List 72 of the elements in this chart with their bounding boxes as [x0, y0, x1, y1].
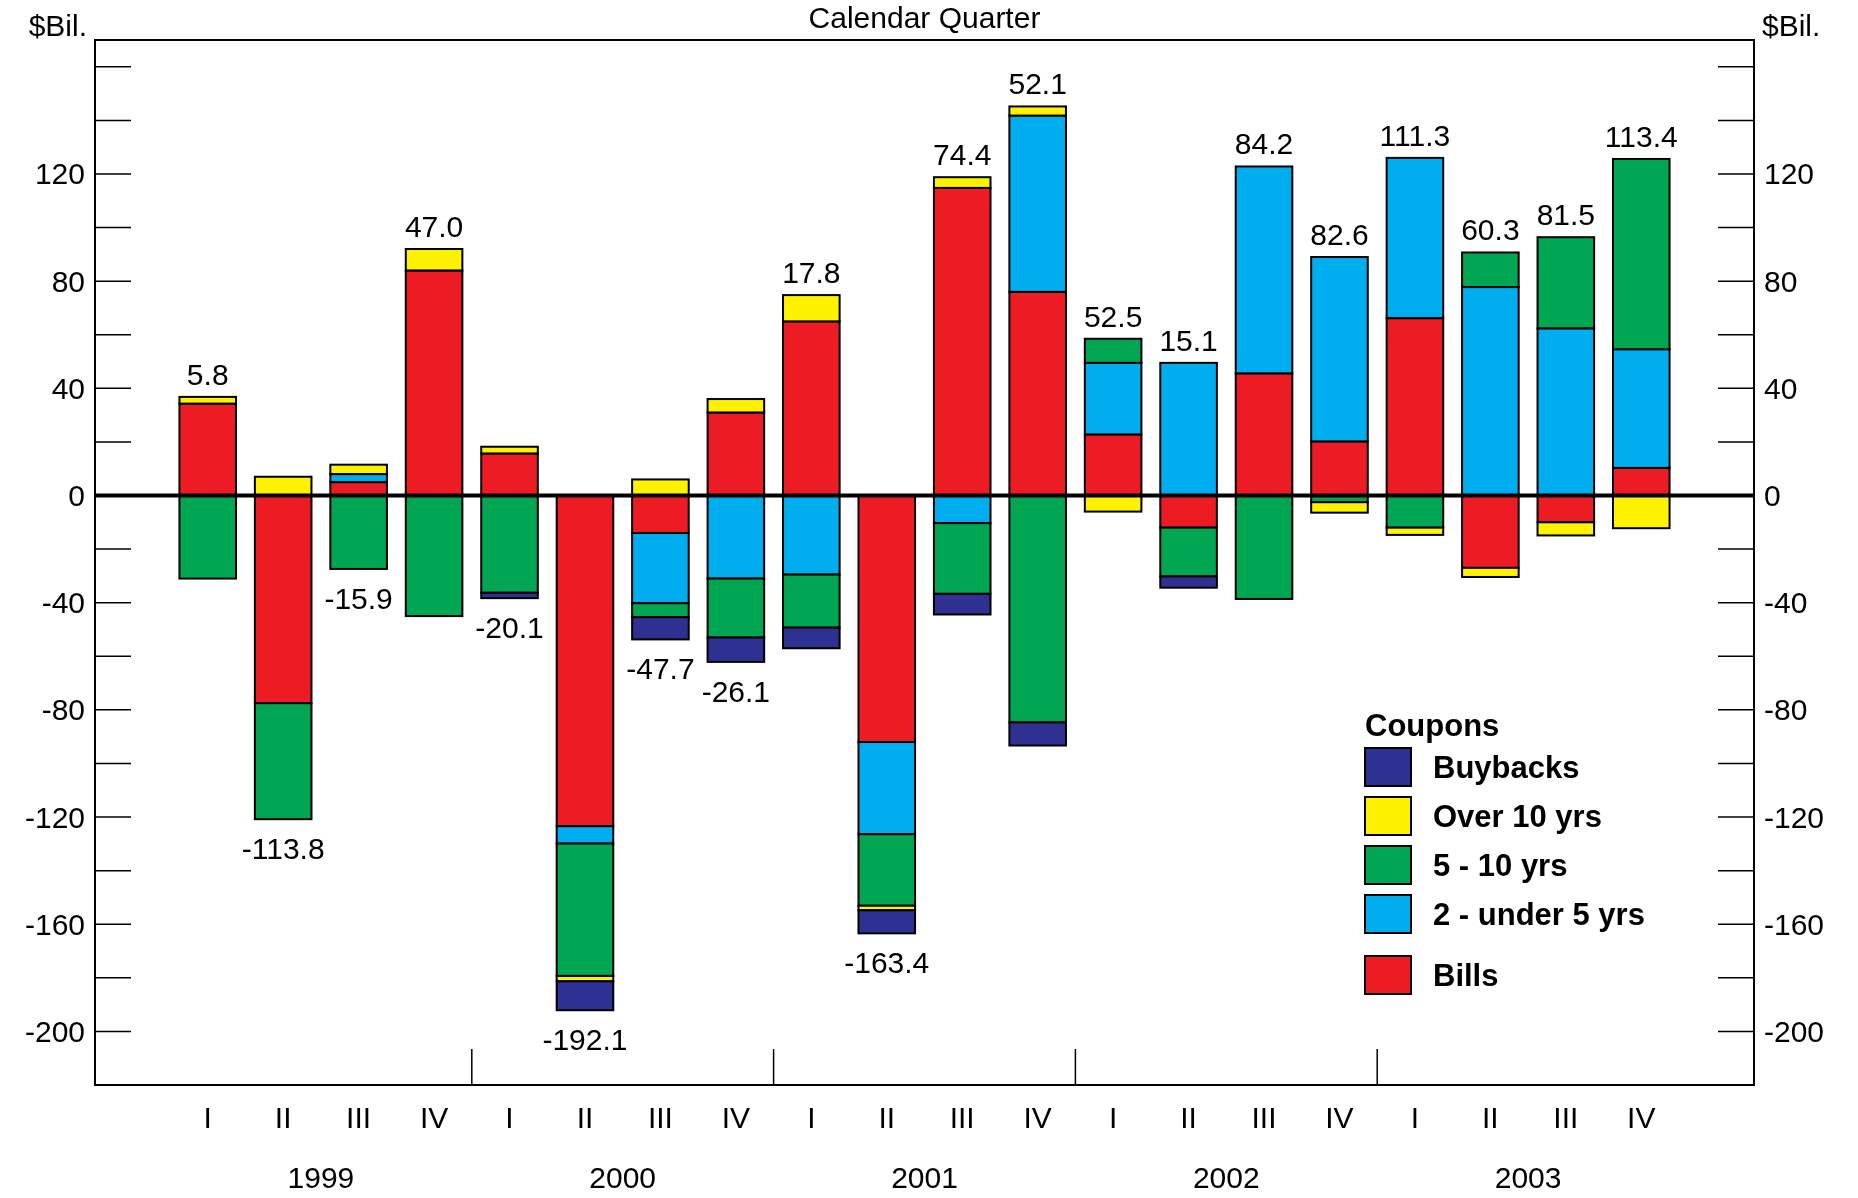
chart-title: Calendar Quarter	[808, 1, 1041, 34]
x-tick-label: IV	[721, 1101, 751, 1134]
legend-label: Buybacks	[1433, 750, 1580, 785]
total-label: 60.3	[1461, 213, 1520, 247]
legend-label: 2 - under 5 yrs	[1433, 897, 1645, 932]
y2-tick-label: 40	[1764, 371, 1798, 405]
text: 2003	[1494, 1161, 1562, 1194]
x-tick-label: I	[505, 1101, 514, 1134]
total-label: 52.1	[1008, 67, 1067, 101]
legend-title: Coupons	[1365, 708, 1500, 743]
total-label: 15.1	[1159, 323, 1218, 357]
y2-tick-label: -200	[1764, 1014, 1825, 1048]
text: 2001	[891, 1161, 958, 1194]
total-label: 82.6	[1310, 218, 1369, 252]
y-tick-label: 0	[68, 479, 85, 513]
y-tick-label: -80	[41, 693, 85, 727]
total-label: -113.8	[241, 832, 325, 866]
y-tick-label: -160	[24, 907, 85, 941]
total-label: -15.9	[324, 581, 393, 615]
legend-label: Over 10 yrs	[1433, 799, 1602, 834]
total-label: -47.7	[626, 652, 695, 686]
text: 2000	[589, 1161, 657, 1194]
total-label: 111.3	[1379, 118, 1451, 152]
x-tick-label: III	[949, 1101, 975, 1134]
total-label: -26.1	[701, 674, 771, 708]
total-label: -192.1	[542, 1023, 628, 1057]
x-tick-label: I	[1108, 1101, 1118, 1134]
x-tick-label: I	[1410, 1101, 1420, 1134]
total-label: 47.0	[404, 210, 464, 243]
y-tick-label: 40	[51, 371, 85, 405]
total-label: -163.4	[844, 946, 930, 980]
x-tick-label: II	[274, 1101, 292, 1134]
x-tick-label: IV	[419, 1101, 449, 1134]
y2-tick-label: 120	[1764, 157, 1815, 191]
total-label: 74.4	[933, 138, 992, 172]
y2-tick-label: -80	[1764, 693, 1808, 727]
total-label: -20.1	[475, 611, 544, 645]
x-tick-label: II	[576, 1101, 594, 1134]
total-label: 5.8	[186, 357, 229, 391]
y-tick-label: -40	[41, 586, 85, 620]
y-tick-label: 80	[51, 264, 85, 298]
x-tick-label: III	[647, 1101, 673, 1134]
x-tick-label: IV	[1325, 1101, 1354, 1134]
y2-tick-label: -120	[1764, 800, 1825, 834]
total-label: 52.5	[1083, 299, 1143, 333]
total-label: 81.5	[1536, 198, 1596, 232]
legend-label: 5 - 10 yrs	[1433, 848, 1568, 883]
y2-tick-label: -40	[1764, 586, 1808, 620]
y2-tick-label: 0	[1764, 479, 1781, 513]
x-tick-label: III	[346, 1101, 372, 1134]
y-tick-label: 120	[34, 157, 85, 191]
x-tick-label: I	[807, 1101, 816, 1134]
x-tick-label: IV	[1627, 1101, 1656, 1134]
total-label: 84.2	[1234, 127, 1294, 161]
legend-label: Bills	[1433, 958, 1499, 993]
x-tick-label: II	[878, 1101, 896, 1134]
y2-tick-label: 80	[1764, 264, 1798, 298]
x-tick-label: II	[1180, 1101, 1197, 1134]
x-tick-label: III	[1251, 1101, 1277, 1134]
x-tick-label: IV	[1023, 1101, 1052, 1134]
x-tick-label: I	[203, 1101, 212, 1134]
y-axis-title: $Bil.	[28, 9, 87, 42]
text: 2002	[1192, 1161, 1260, 1194]
y-tick-label: -200	[24, 1014, 85, 1048]
total-label: 17.8	[782, 256, 841, 290]
y2-axis-title: $Bil.	[1762, 9, 1821, 42]
y2-tick-label: -160	[1764, 907, 1825, 941]
y-tick-label: -120	[24, 800, 85, 834]
x-tick-label: II	[1482, 1101, 1499, 1134]
total-label: 113.4	[1604, 119, 1678, 153]
x-tick-label: III	[1553, 1101, 1579, 1134]
text: 1999	[287, 1161, 355, 1194]
